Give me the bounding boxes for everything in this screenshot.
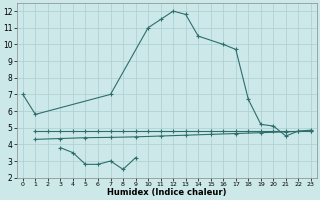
- X-axis label: Humidex (Indice chaleur): Humidex (Indice chaleur): [107, 188, 227, 197]
